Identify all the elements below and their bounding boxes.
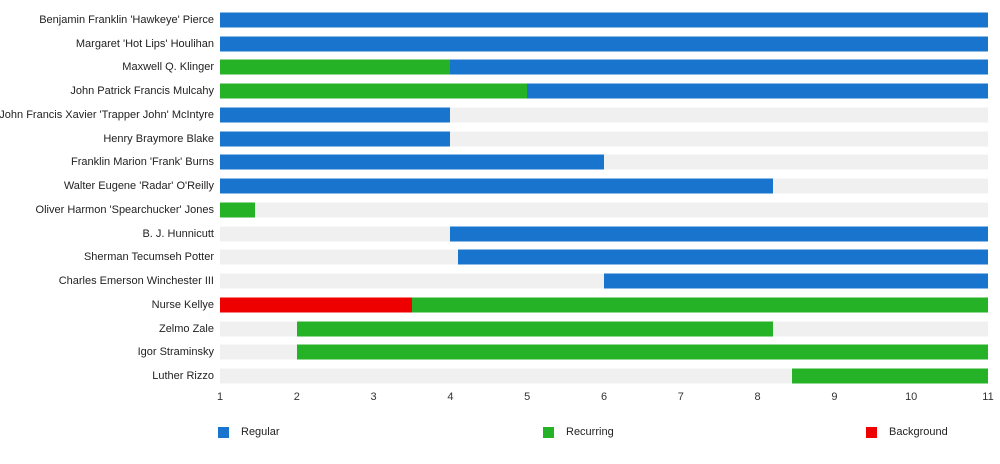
legend-item-recurring: Recurring bbox=[543, 426, 614, 438]
x-tick-label: 10 bbox=[905, 391, 918, 403]
chart-row: Margaret 'Hot Lips' Houlihan bbox=[0, 32, 1000, 56]
x-tick-label: 5 bbox=[524, 391, 531, 403]
legend-swatch-recurring bbox=[543, 426, 554, 438]
x-tick-label: 4 bbox=[447, 391, 454, 403]
chart-rows: Benjamin Franklin 'Hawkeye' Pierce Margar… bbox=[0, 8, 1000, 388]
x-axis: 1 2 3 4 5 6 7 8 9 10 11 bbox=[216, 391, 994, 407]
legend-label: Background bbox=[889, 426, 948, 438]
chart-row: Luther Rizzo bbox=[0, 364, 1000, 388]
chart-row: Benjamin Franklin 'Hawkeye' Pierce bbox=[0, 8, 1000, 32]
bar-segment-regular bbox=[450, 59, 988, 75]
bar-segment-regular bbox=[220, 154, 604, 170]
bar-segment-regular bbox=[604, 273, 988, 289]
x-tick-label: 3 bbox=[370, 391, 377, 403]
legend-item-regular: Regular bbox=[218, 426, 280, 438]
row-label: John Patrick Francis Mulcahy bbox=[70, 85, 214, 98]
legend-label: Recurring bbox=[566, 426, 614, 438]
legend-label: Regular bbox=[241, 426, 280, 438]
bar-track bbox=[220, 59, 988, 75]
bar-segment-regular bbox=[458, 249, 988, 265]
bar-segment-background bbox=[220, 297, 412, 313]
bar-segment-recurring bbox=[412, 297, 988, 313]
bar-segment-recurring bbox=[296, 344, 988, 360]
chart-row: John Francis Xavier 'Trapper John' McInt… bbox=[0, 103, 1000, 127]
chart-row: Nurse Kellye bbox=[0, 293, 1000, 317]
row-label: Benjamin Franklin 'Hawkeye' Pierce bbox=[39, 13, 214, 26]
row-label: Oliver Harmon 'Spearchucker' Jones bbox=[35, 203, 214, 216]
legend-item-background: Background bbox=[866, 426, 948, 438]
x-tick-label: 1 bbox=[216, 391, 224, 403]
chart-row: B. J. Hunnicutt bbox=[0, 222, 1000, 246]
legend-swatch-background bbox=[866, 426, 877, 438]
bar-track bbox=[220, 249, 988, 265]
row-label: John Francis Xavier 'Trapper John' McInt… bbox=[0, 108, 214, 121]
legend: Regular Recurring Background bbox=[0, 426, 1000, 446]
chart-row: Oliver Harmon 'Spearchucker' Jones bbox=[0, 198, 1000, 222]
legend-swatch-regular bbox=[218, 426, 229, 438]
bar-track bbox=[220, 178, 988, 194]
bar-segment-regular bbox=[450, 226, 988, 242]
row-label: Nurse Kellye bbox=[151, 298, 214, 311]
row-label: Charles Emerson Winchester III bbox=[58, 275, 214, 288]
chart-row: Henry Braymore Blake bbox=[0, 127, 1000, 151]
bar-segment-recurring bbox=[220, 202, 255, 218]
bar-track bbox=[220, 297, 988, 313]
bar-track bbox=[220, 226, 988, 242]
x-tick-label: 2 bbox=[293, 391, 300, 403]
bar-track bbox=[220, 12, 988, 28]
bar-segment-recurring bbox=[220, 59, 451, 75]
bar-track bbox=[220, 36, 988, 52]
row-label: Igor Straminsky bbox=[137, 346, 214, 359]
bar-segment-regular bbox=[220, 178, 773, 194]
chart-row: Walter Eugene 'Radar' O'Reilly bbox=[0, 174, 1000, 198]
row-label: Sherman Tecumseh Potter bbox=[83, 251, 214, 264]
row-label: Zelmo Zale bbox=[158, 322, 214, 335]
x-tick-label: 6 bbox=[600, 391, 608, 403]
x-tick-label: 8 bbox=[754, 391, 761, 403]
bar-segment-recurring bbox=[220, 83, 528, 99]
chart-row: Igor Straminsky bbox=[0, 341, 1000, 365]
bar-segment-regular bbox=[220, 131, 451, 147]
bar-segment-regular bbox=[220, 12, 988, 28]
bar-track bbox=[220, 83, 988, 99]
bar-segment-regular bbox=[220, 107, 451, 123]
bar-track bbox=[220, 202, 988, 218]
bar-track bbox=[220, 273, 988, 289]
x-tick-label: 11 bbox=[982, 391, 994, 403]
bar-track bbox=[220, 368, 988, 384]
row-label: Henry Braymore Blake bbox=[103, 132, 214, 145]
bar-track bbox=[220, 107, 988, 123]
row-label: Margaret 'Hot Lips' Houlihan bbox=[75, 37, 214, 50]
x-tick-label: 9 bbox=[831, 391, 838, 403]
bar-segment-recurring bbox=[296, 321, 773, 337]
row-label: Luther Rizzo bbox=[152, 370, 214, 383]
row-label: B. J. Hunnicutt bbox=[142, 227, 214, 240]
bar-track bbox=[220, 344, 988, 360]
chart-row: Zelmo Zale bbox=[0, 317, 1000, 341]
bar-track bbox=[220, 321, 988, 337]
bar-track bbox=[220, 131, 988, 147]
row-label: Walter Eugene 'Radar' O'Reilly bbox=[63, 180, 214, 193]
bar-segment-regular bbox=[220, 36, 988, 52]
chart-row: Sherman Tecumseh Potter bbox=[0, 246, 1000, 270]
row-label: Franklin Marion 'Frank' Burns bbox=[71, 156, 214, 169]
row-label: Maxwell Q. Klinger bbox=[122, 61, 214, 74]
chart-row: Maxwell Q. Klinger bbox=[0, 56, 1000, 80]
chart-row: Franklin Marion 'Frank' Burns bbox=[0, 151, 1000, 175]
chart-row: John Patrick Francis Mulcahy bbox=[0, 79, 1000, 103]
bar-track bbox=[220, 154, 988, 170]
chart-row: Charles Emerson Winchester III bbox=[0, 269, 1000, 293]
x-tick-label: 7 bbox=[677, 391, 684, 403]
bar-segment-regular bbox=[527, 83, 988, 99]
bar-segment-recurring bbox=[792, 368, 988, 384]
